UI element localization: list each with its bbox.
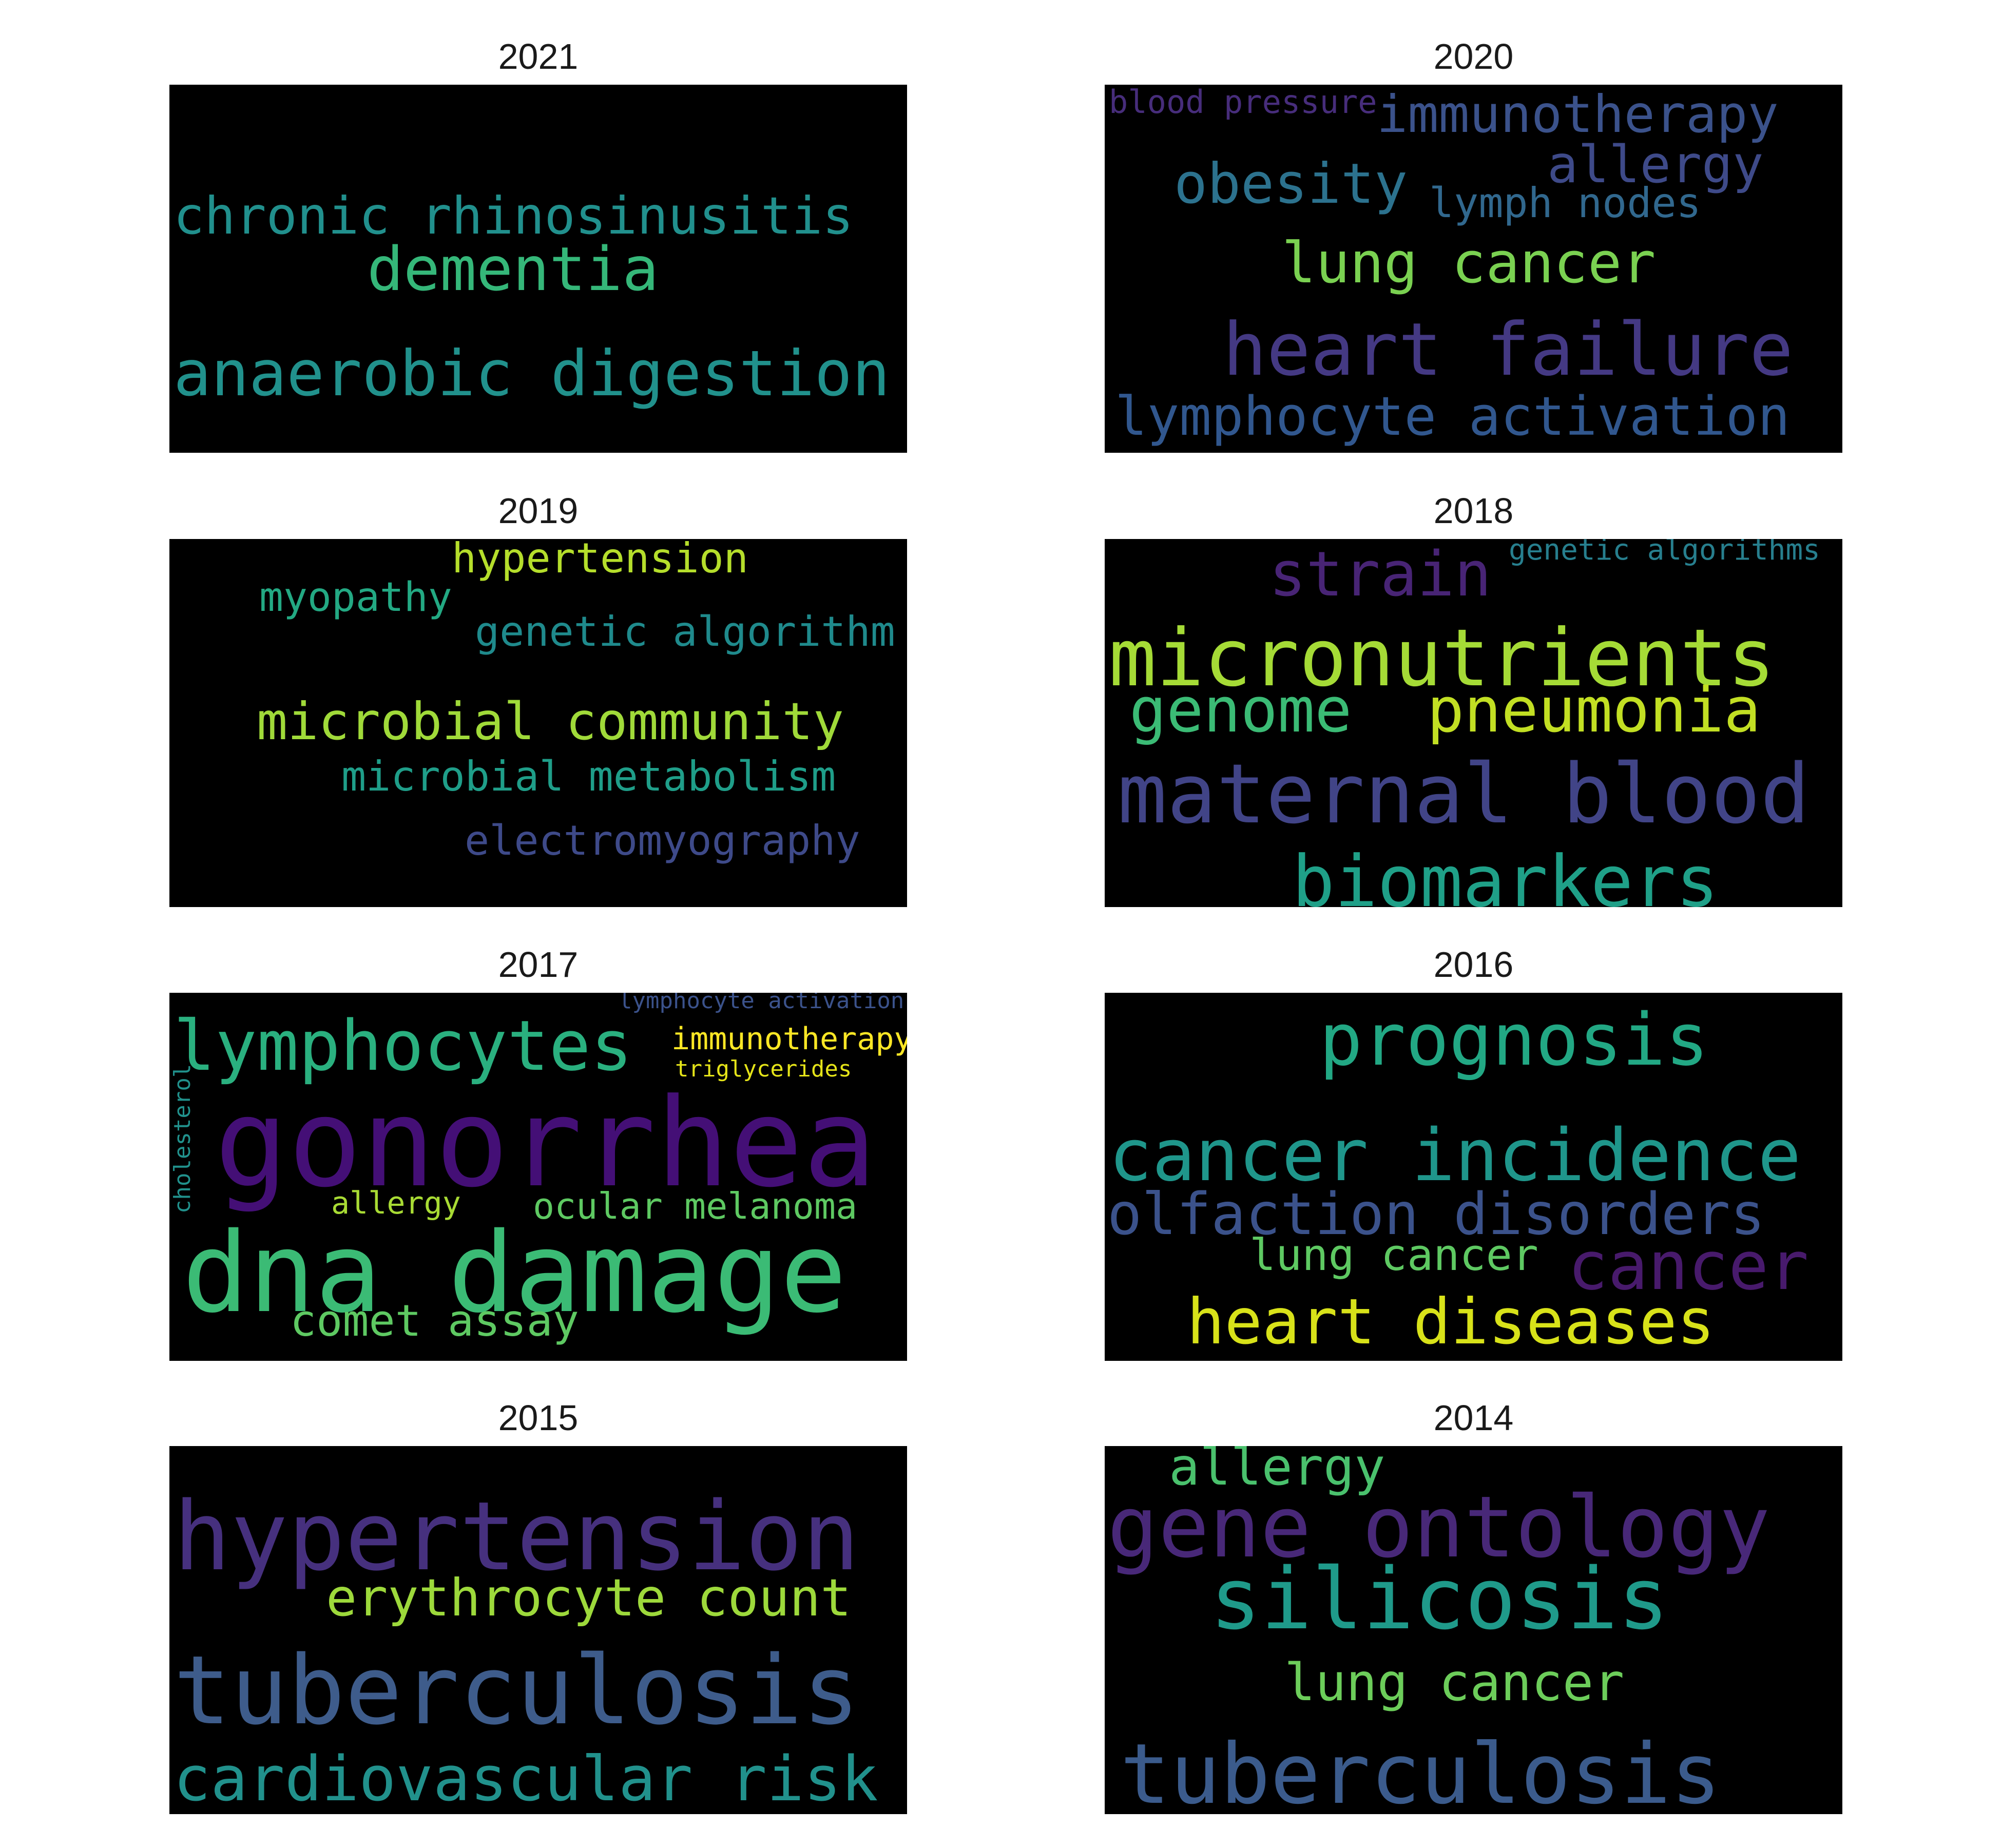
word-myopathy: myopathy bbox=[259, 574, 452, 621]
word-immunotherapy: immunotherapy bbox=[671, 1021, 907, 1057]
word-dementia: dementia bbox=[367, 234, 659, 304]
word-lymphocyte-activation: lymphocyte activation bbox=[619, 993, 904, 1014]
word-cancer-incidence: cancer incidence bbox=[1109, 1114, 1801, 1198]
wordcloud-2019: hypertension myopathy genetic algorithm mic… bbox=[169, 539, 907, 907]
word-olfaction-disorders: olfaction disorders bbox=[1107, 1181, 1765, 1248]
word-obesity: obesity bbox=[1174, 152, 1408, 216]
word-microbial-community: microbial community bbox=[257, 691, 844, 752]
word-maternal-blood: maternal blood bbox=[1118, 746, 1810, 842]
word-comet-assay: comet assay bbox=[290, 1296, 579, 1346]
word-allergy: allergy bbox=[331, 1185, 461, 1221]
word-immunotherapy: immunotherapy bbox=[1377, 85, 1779, 144]
panel-title-2020: 2020 bbox=[1433, 36, 1514, 76]
wordcloud-2020: blood pressure immunotherapy allergy obesit… bbox=[1105, 85, 1842, 453]
panel-title-2021: 2021 bbox=[498, 36, 579, 76]
word-prognosis: prognosis bbox=[1319, 998, 1709, 1082]
panel-title-2015: 2015 bbox=[498, 1398, 579, 1438]
word-hypertension: hypertension bbox=[452, 539, 748, 582]
wordcloud-2017: lymphocyte activation lymphocytes immunoth… bbox=[169, 993, 907, 1361]
panel-title-2016: 2016 bbox=[1433, 945, 1514, 985]
word-erythrocyte-count: erythrocyte count bbox=[326, 1568, 852, 1628]
word-allergy: allergy bbox=[1169, 1446, 1385, 1497]
word-lymph-nodes: lymph nodes bbox=[1429, 179, 1701, 227]
word-hypertension: hypertension bbox=[174, 1481, 860, 1592]
word-genetic-algorithm: genetic algorithm bbox=[475, 608, 895, 656]
word-electromyography: electromyography bbox=[465, 817, 860, 864]
word-gonorrhea: gonorrhea bbox=[215, 1072, 877, 1215]
word-heart-failure: heart failure bbox=[1223, 307, 1793, 392]
word-heart-diseases: heart diseases bbox=[1187, 1285, 1715, 1358]
word-allergy: allergy bbox=[1547, 134, 1763, 195]
word-cancer: cancer bbox=[1568, 1227, 1809, 1305]
panel-title-2017: 2017 bbox=[498, 945, 579, 985]
word-silicosis: silicosis bbox=[1210, 1550, 1669, 1648]
word-ocular-melanoma: ocular melanoma bbox=[533, 1185, 857, 1227]
word-blood-pressure: blood pressure bbox=[1109, 85, 1377, 121]
word-cholesterol: cholesterol bbox=[169, 1064, 196, 1214]
word-microbial-metabolism: microbial metabolism bbox=[341, 753, 836, 800]
wordcloud-2015: hypertension erythrocyte count tuberculosi… bbox=[169, 1446, 907, 1814]
word-biomarkers: biomarkers bbox=[1292, 840, 1719, 907]
word-gene-ontology: gene ontology bbox=[1107, 1478, 1770, 1576]
word-genome: genome bbox=[1129, 675, 1352, 746]
word-lymphocyte-activation: lymphocyte activation bbox=[1115, 385, 1790, 448]
word-strain: strain bbox=[1269, 539, 1491, 610]
word-anaerobic-digestion: anaerobic digestion bbox=[174, 337, 890, 410]
wordcloud-2014: allergy gene ontology silicosis lung cancer… bbox=[1105, 1446, 1842, 1814]
word-tuberculosis: tuberculosis bbox=[174, 1635, 860, 1746]
panel-title-2014: 2014 bbox=[1433, 1398, 1514, 1438]
word-dna-damage: dna damage bbox=[182, 1208, 846, 1337]
word-lung-cancer: lung cancer bbox=[1284, 1652, 1624, 1712]
word-tuberculosis: tuberculosis bbox=[1120, 1726, 1721, 1814]
word-genetic-algorithms: genetic algorithms bbox=[1509, 539, 1820, 567]
wordcloud-canvas: strain genetic algorithms micronutrientsge… bbox=[1109, 539, 1820, 907]
panel-title-2019: 2019 bbox=[498, 491, 579, 531]
word-chronic-rhinosinusitis: chronic rhinosinusitis bbox=[174, 186, 854, 246]
word-micronutrients: micronutrients bbox=[1109, 612, 1775, 704]
word-lung-cancer: lung cancer bbox=[1249, 1230, 1538, 1281]
word-pneumonia: pneumonia bbox=[1427, 675, 1761, 746]
wordcloud-2018: strain genetic algorithms micronutrients ge… bbox=[1105, 539, 1842, 907]
wordcloud-2016: prognosis cancer incidence olfaction disor… bbox=[1105, 993, 1842, 1361]
word-lung-cancer: lung cancer bbox=[1282, 230, 1656, 296]
wordcloud-2021: chronic rhinosinusitis dementia anaerobic … bbox=[169, 85, 907, 453]
panel-title-2018: 2018 bbox=[1433, 491, 1514, 531]
word-cardiovascular-risk: cardiovascular risk bbox=[174, 1744, 878, 1814]
word-triglycerides: triglycerides bbox=[675, 1056, 852, 1082]
word-lymphocytes: lymphocytes bbox=[174, 1006, 632, 1086]
